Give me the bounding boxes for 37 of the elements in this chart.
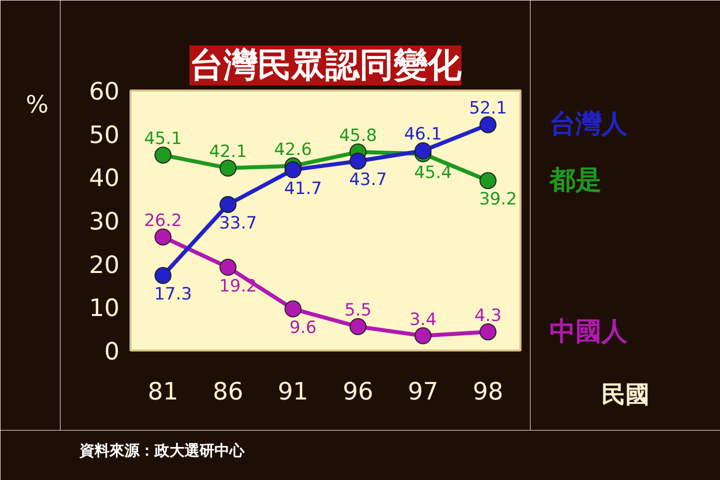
x-axis-title: 民國 — [602, 380, 650, 408]
data-label: 45.1 — [144, 129, 182, 150]
source-note: 資料來源：政大選研中心 — [78, 442, 246, 460]
y-axis-title: % — [26, 90, 49, 118]
x-tick-label: 91 — [278, 378, 308, 406]
y-tick-label: 0 — [104, 338, 120, 366]
x-tick-label: 98 — [472, 378, 504, 406]
data-label: 52.1 — [469, 98, 507, 119]
y-tick-label: 60 — [88, 78, 120, 106]
data-label: 26.2 — [144, 210, 182, 231]
data-label: 46.1 — [404, 124, 442, 145]
y-tick-label: 10 — [88, 294, 120, 322]
y-tick-label: 20 — [88, 250, 120, 279]
y-tick-label: 40 — [88, 164, 120, 192]
chart-title: 台灣民眾認同變化 — [190, 46, 462, 86]
x-tick-label: 97 — [408, 378, 438, 406]
data-label: 42.6 — [274, 140, 312, 160]
data-label: 45.8 — [339, 126, 377, 146]
data-label: 39.2 — [479, 190, 517, 210]
x-tick-label: 96 — [342, 378, 374, 406]
data-label: 3.4 — [409, 310, 437, 330]
y-tick-label: 30 — [88, 208, 120, 236]
data-label: 43.7 — [349, 170, 387, 190]
x-tick-label: 81 — [148, 378, 178, 406]
data-label: 5.5 — [344, 300, 372, 321]
y-tick-label: 50 — [88, 120, 120, 149]
x-tick-label: 86 — [212, 378, 244, 406]
data-label: 42.1 — [209, 142, 247, 162]
data-label: 45.4 — [414, 162, 452, 183]
text: 中國人 — [550, 316, 628, 347]
data-label: 4.3 — [474, 306, 502, 326]
text: 台灣人 — [550, 110, 628, 140]
text: 都是 — [548, 166, 602, 196]
data-label: 9.6 — [289, 318, 317, 338]
data-label: 41.7 — [284, 178, 322, 199]
data-label: 33.7 — [219, 213, 257, 234]
data-label: 17.3 — [154, 284, 192, 305]
